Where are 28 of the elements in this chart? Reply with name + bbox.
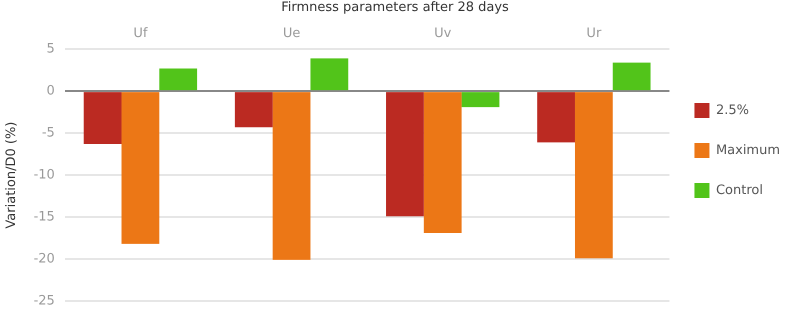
bar bbox=[272, 92, 310, 260]
x-tick-label: Ur bbox=[586, 26, 602, 41]
chart-title: Firmness parameters after 28 days bbox=[281, 0, 510, 16]
bar bbox=[462, 92, 500, 108]
bar bbox=[84, 92, 122, 144]
legend-label: Control bbox=[716, 182, 763, 198]
bar bbox=[386, 92, 424, 216]
y-tick-label: 0 bbox=[46, 84, 55, 99]
legend-label: Maximum bbox=[716, 142, 780, 158]
bar bbox=[310, 58, 348, 90]
y-tick-label: 5 bbox=[46, 42, 55, 57]
y-axis-title: Variation/D0 (%) bbox=[4, 122, 20, 229]
x-tick-label: Ue bbox=[282, 26, 300, 41]
bar bbox=[574, 92, 613, 258]
x-tick-label: Uf bbox=[133, 26, 148, 41]
bar bbox=[537, 92, 575, 142]
bar bbox=[122, 92, 160, 244]
bar bbox=[159, 68, 198, 90]
bar bbox=[234, 92, 273, 128]
bar bbox=[424, 92, 462, 234]
y-tick-label: -25 bbox=[34, 293, 55, 308]
x-tick-label: Uv bbox=[434, 26, 452, 41]
y-tick-label: -5 bbox=[42, 126, 55, 141]
bar bbox=[612, 62, 651, 90]
y-tick-label: -20 bbox=[34, 251, 55, 266]
legend-label: 2.5% bbox=[716, 102, 749, 118]
y-tick-label: -10 bbox=[34, 167, 55, 182]
y-tick-label: -15 bbox=[34, 209, 55, 224]
